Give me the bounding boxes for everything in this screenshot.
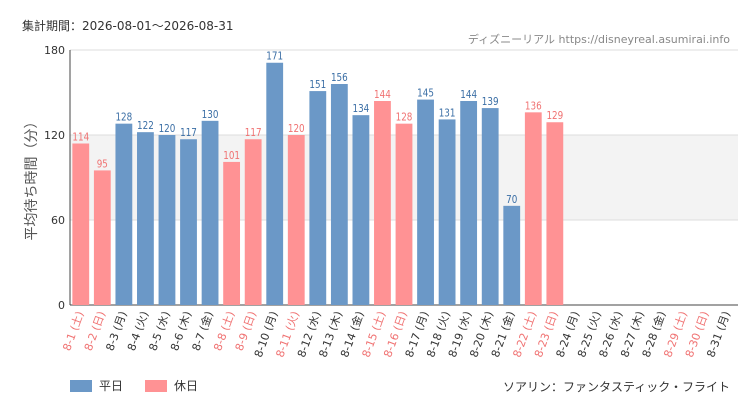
bar-value-label: 117 <box>180 127 197 139</box>
bar <box>93 170 111 305</box>
y-tick-label: 180 <box>44 44 65 57</box>
ride-name: ソアリン：ファンタスティック・フライト <box>502 380 730 394</box>
period-label: 集計期間：2026-08-01～2026-08-31 <box>22 19 234 33</box>
bar <box>223 161 241 305</box>
bar <box>115 123 133 306</box>
bar <box>460 101 478 305</box>
bar-value-label: 120 <box>288 123 305 135</box>
bar <box>244 139 262 305</box>
bar-value-label: 171 <box>266 51 283 63</box>
bar-value-label: 134 <box>353 103 370 115</box>
y-axis-title: 平均待ち時間（分） <box>24 115 40 241</box>
legend-weekday: 平日 <box>70 377 123 394</box>
y-tick-label: 60 <box>51 214 65 227</box>
legend-weekday-label: 平日 <box>99 379 124 393</box>
bar-value-label: 101 <box>223 150 240 162</box>
bar-value-label: 114 <box>72 132 89 144</box>
bar-value-label: 70 <box>506 194 517 206</box>
bar-value-label: 131 <box>439 108 456 120</box>
bar-value-label: 95 <box>97 159 108 171</box>
bar <box>266 62 284 305</box>
bar <box>330 84 348 305</box>
y-tick-label: 0 <box>58 299 65 312</box>
bar <box>201 120 219 305</box>
bar <box>417 99 434 305</box>
legend-weekday-swatch <box>70 379 92 392</box>
bar-value-label: 145 <box>417 88 434 100</box>
bar <box>180 139 197 305</box>
bar <box>438 119 456 306</box>
legend-holiday-label: 休日 <box>174 379 199 393</box>
bar <box>546 122 564 305</box>
bar <box>352 115 370 306</box>
bar-value-label: 122 <box>137 120 154 132</box>
bar <box>524 112 542 305</box>
bar-value-label: 144 <box>374 89 391 101</box>
site-credit: ディズニーリアル https://disneyreal.asumirai.inf… <box>467 33 730 46</box>
bar-value-label: 130 <box>202 109 219 121</box>
bar-value-label: 128 <box>115 112 132 124</box>
legend-holiday-swatch <box>145 379 168 392</box>
bar-value-label: 120 <box>159 123 176 135</box>
legend-holiday: 休日 <box>145 377 198 394</box>
chart-legend: 平日 休日 <box>70 377 220 394</box>
bar <box>158 135 176 305</box>
bar <box>395 123 413 306</box>
bar-value-label: 156 <box>331 72 348 84</box>
bar <box>287 135 305 305</box>
bar-value-label: 129 <box>546 110 563 122</box>
bar <box>374 101 391 305</box>
bar <box>481 108 499 305</box>
bar-value-label: 139 <box>482 96 499 108</box>
bar-value-label: 136 <box>525 100 542 112</box>
bar <box>137 132 154 305</box>
bar <box>72 143 90 305</box>
bar <box>503 205 521 305</box>
bar-value-label: 144 <box>460 89 477 101</box>
bar-value-label: 117 <box>245 127 262 139</box>
bar-value-label: 151 <box>309 79 326 91</box>
bar <box>309 91 327 305</box>
bar-value-label: 128 <box>396 112 413 124</box>
y-tick-label: 120 <box>44 129 65 142</box>
